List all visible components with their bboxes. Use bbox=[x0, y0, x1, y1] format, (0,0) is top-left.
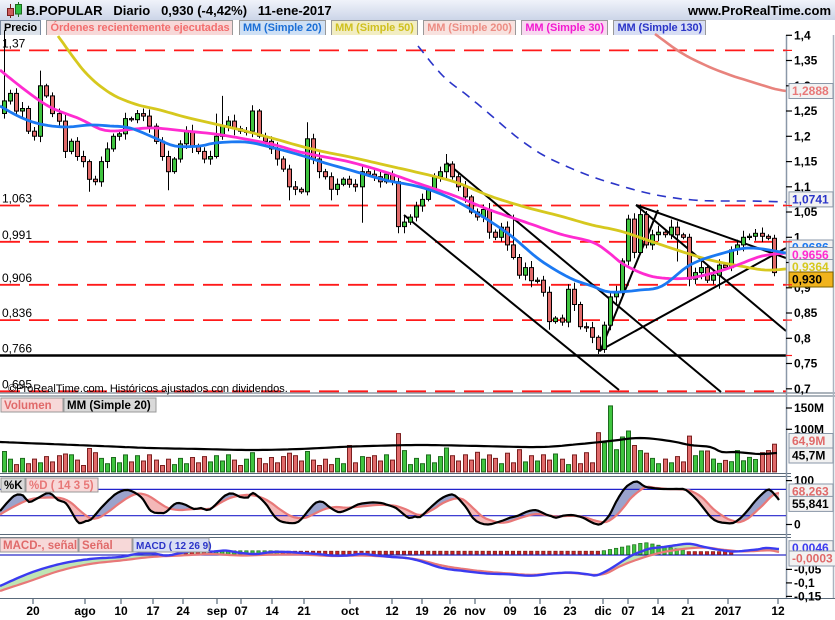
svg-text:68,263: 68,263 bbox=[792, 485, 829, 499]
svg-text:-0,15: -0,15 bbox=[794, 589, 822, 603]
svg-text:24: 24 bbox=[176, 604, 190, 618]
svg-text:ago: ago bbox=[74, 604, 95, 618]
svg-text:12: 12 bbox=[385, 604, 399, 618]
svg-text:1,35: 1,35 bbox=[794, 54, 818, 68]
svg-text:0,930: 0,930 bbox=[792, 273, 822, 287]
svg-text:1,4: 1,4 bbox=[794, 28, 811, 42]
svg-text:0: 0 bbox=[794, 518, 801, 532]
svg-text:MACD ( 12 26 9): MACD ( 12 26 9) bbox=[136, 541, 212, 552]
svg-text:1,05: 1,05 bbox=[794, 205, 818, 219]
svg-text:21: 21 bbox=[681, 604, 695, 618]
svg-text:09: 09 bbox=[503, 604, 517, 618]
svg-text:150M: 150M bbox=[794, 401, 824, 415]
svg-text:0,85: 0,85 bbox=[794, 306, 818, 320]
svg-text:1,063: 1,063 bbox=[2, 192, 32, 206]
svg-text:0,991: 0,991 bbox=[2, 228, 32, 242]
svg-text:Volumen: Volumen bbox=[4, 400, 52, 412]
svg-text:26: 26 bbox=[443, 604, 457, 618]
svg-text:1,15: 1,15 bbox=[794, 155, 818, 169]
svg-text:Señal: Señal bbox=[82, 540, 113, 552]
svg-text:0,695: 0,695 bbox=[2, 377, 32, 391]
svg-text:-0,1: -0,1 bbox=[794, 576, 815, 590]
svg-text:0,8: 0,8 bbox=[794, 331, 811, 345]
svg-text:10: 10 bbox=[114, 604, 128, 618]
svg-text:%D ( 14 3 5): %D ( 14 3 5) bbox=[29, 480, 94, 492]
svg-text:nov: nov bbox=[464, 604, 486, 618]
svg-text:MM (Simple 20): MM (Simple 20) bbox=[67, 400, 151, 412]
svg-text:64,9M: 64,9M bbox=[792, 434, 825, 448]
svg-text:12: 12 bbox=[771, 604, 785, 618]
svg-text:14: 14 bbox=[651, 604, 665, 618]
svg-text:0,75: 0,75 bbox=[794, 357, 818, 371]
svg-text:%K: %K bbox=[4, 480, 23, 492]
svg-text:0,766: 0,766 bbox=[2, 342, 32, 356]
svg-text:0,9656: 0,9656 bbox=[792, 248, 829, 262]
svg-text:21: 21 bbox=[297, 604, 311, 618]
svg-text:0,906: 0,906 bbox=[2, 271, 32, 285]
svg-text:1: 1 bbox=[794, 230, 801, 244]
svg-text:16: 16 bbox=[533, 604, 547, 618]
svg-text:©ProRealTime.com. Históricos a: ©ProRealTime.com. Históricos ajustados c… bbox=[8, 383, 288, 395]
svg-text:1,37: 1,37 bbox=[2, 36, 26, 50]
svg-text:1,25: 1,25 bbox=[794, 104, 818, 118]
svg-text:2017: 2017 bbox=[715, 604, 742, 618]
svg-text:07: 07 bbox=[234, 604, 248, 618]
svg-text:14: 14 bbox=[265, 604, 279, 618]
svg-text:20: 20 bbox=[26, 604, 40, 618]
svg-text:1,2: 1,2 bbox=[794, 129, 811, 143]
svg-text:100M: 100M bbox=[794, 422, 824, 436]
svg-text:1,2888: 1,2888 bbox=[792, 84, 829, 98]
svg-text:0,836: 0,836 bbox=[2, 306, 32, 320]
svg-text:19: 19 bbox=[415, 604, 429, 618]
svg-text:1,1: 1,1 bbox=[794, 180, 811, 194]
svg-text:17: 17 bbox=[146, 604, 160, 618]
svg-text:MACD-, señal: MACD-, señal bbox=[3, 540, 77, 552]
svg-text:-0,0003: -0,0003 bbox=[792, 552, 833, 566]
svg-text:dic: dic bbox=[594, 604, 612, 618]
svg-text:45,7M: 45,7M bbox=[792, 449, 825, 463]
svg-text:1,0741: 1,0741 bbox=[792, 192, 829, 206]
svg-text:23: 23 bbox=[563, 604, 577, 618]
svg-text:oct: oct bbox=[341, 604, 359, 618]
svg-text:0,9364: 0,9364 bbox=[792, 260, 829, 274]
svg-text:07: 07 bbox=[621, 604, 635, 618]
svg-text:sep: sep bbox=[207, 604, 228, 618]
svg-text:0,7: 0,7 bbox=[794, 382, 811, 396]
svg-text:55,841: 55,841 bbox=[792, 497, 829, 511]
